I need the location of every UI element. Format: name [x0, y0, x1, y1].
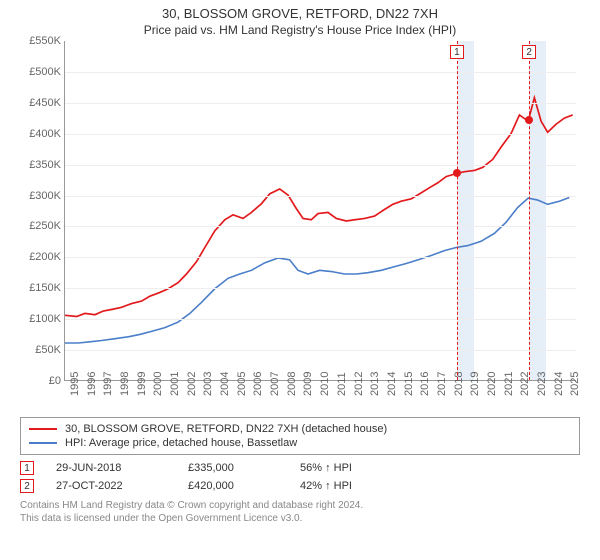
y-tick-label: £350K	[25, 159, 61, 171]
sale-price: £420,000	[188, 480, 278, 492]
sale-marker-line	[457, 41, 458, 380]
x-tick-label: 2023	[536, 372, 548, 396]
x-tick-label: 1999	[136, 372, 148, 396]
x-tick-label: 1997	[102, 372, 114, 396]
x-tick-label: 2019	[469, 372, 481, 396]
sale-marker-line	[529, 41, 530, 380]
sale-price: £335,000	[188, 462, 278, 474]
gridline-horizontal	[65, 165, 576, 166]
sale-marker-badge: 2	[522, 45, 536, 59]
sale-row-badge: 1	[20, 461, 34, 475]
x-tick-label: 2000	[152, 372, 164, 396]
gridline-horizontal	[65, 350, 576, 351]
y-tick-label: £100K	[25, 313, 61, 325]
y-tick-label: £50K	[25, 344, 61, 356]
x-tick-label: 2009	[302, 372, 314, 396]
sale-row-badge: 2	[20, 479, 34, 493]
sale-row: 1 29-JUN-2018 £335,000 56% ↑ HPI	[20, 459, 580, 477]
x-tick-label: 2015	[403, 372, 415, 396]
x-tick-label: 2024	[553, 372, 565, 396]
x-tick-label: 2004	[219, 372, 231, 396]
sale-date: 27-OCT-2022	[56, 480, 166, 492]
gridline-horizontal	[65, 196, 576, 197]
attribution-line2: This data is licensed under the Open Gov…	[20, 512, 580, 525]
y-tick-label: £500K	[25, 66, 61, 78]
x-tick-label: 2021	[503, 372, 515, 396]
x-tick-label: 2020	[486, 372, 498, 396]
legend-item: HPI: Average price, detached house, Bass…	[29, 436, 571, 450]
x-tick-label: 2016	[419, 372, 431, 396]
legend: 30, BLOSSOM GROVE, RETFORD, DN22 7XH (de…	[20, 417, 580, 455]
x-tick-label: 2005	[236, 372, 248, 396]
x-tick-label: 2011	[336, 372, 348, 396]
x-tick-label: 2012	[353, 372, 365, 396]
y-tick-label: £250K	[25, 220, 61, 232]
y-tick-label: £450K	[25, 97, 61, 109]
line-series-svg	[65, 41, 576, 380]
x-tick-label: 2017	[436, 372, 448, 396]
y-tick-label: £550K	[25, 35, 61, 47]
series-line	[65, 98, 573, 317]
gridline-horizontal	[65, 226, 576, 227]
gridline-horizontal	[65, 319, 576, 320]
chart-title: 30, BLOSSOM GROVE, RETFORD, DN22 7XH	[0, 0, 600, 21]
gridline-horizontal	[65, 103, 576, 104]
x-tick-label: 1998	[119, 372, 131, 396]
sale-date: 29-JUN-2018	[56, 462, 166, 474]
sale-marker-badge: 1	[450, 45, 464, 59]
sale-row: 2 27-OCT-2022 £420,000 42% ↑ HPI	[20, 477, 580, 495]
legend-swatch	[29, 428, 57, 430]
sale-pct-vs-hpi: 56% ↑ HPI	[300, 462, 390, 474]
gridline-horizontal	[65, 257, 576, 258]
x-tick-label: 2008	[286, 372, 298, 396]
x-tick-label: 2013	[369, 372, 381, 396]
gridline-horizontal	[65, 134, 576, 135]
x-tick-label: 2025	[569, 372, 581, 396]
x-tick-label: 2003	[202, 372, 214, 396]
legend-swatch	[29, 442, 57, 444]
x-tick-label: 2002	[186, 372, 198, 396]
sale-point	[525, 116, 533, 124]
legend-label: HPI: Average price, detached house, Bass…	[65, 437, 297, 449]
y-tick-label: £150K	[25, 282, 61, 294]
chart-subtitle: Price paid vs. HM Land Registry's House …	[0, 21, 600, 41]
chart-area: £0 £50K £100K £150K £200K £250K £300K £350K £400…	[28, 41, 588, 411]
x-tick-label: 2006	[252, 372, 264, 396]
sales-table: 1 29-JUN-2018 £335,000 56% ↑ HPI 2 27-OCT-202…	[20, 459, 580, 495]
sale-pct-vs-hpi: 42% ↑ HPI	[300, 480, 390, 492]
attribution-line1: Contains HM Land Registry data © Crown c…	[20, 499, 580, 512]
x-tick-label: 2014	[386, 372, 398, 396]
sale-point	[453, 169, 461, 177]
legend-item: 30, BLOSSOM GROVE, RETFORD, DN22 7XH (de…	[29, 422, 571, 436]
x-tick-label: 2018	[453, 372, 465, 396]
x-tick-label: 2010	[319, 372, 331, 396]
attribution: Contains HM Land Registry data © Crown c…	[20, 499, 580, 525]
x-tick-label: 2001	[169, 372, 181, 396]
plot-region: £0£50K£100K£150K£200K£250K£300K£350K£400…	[64, 41, 576, 381]
y-tick-label: £200K	[25, 251, 61, 263]
x-tick-label: 1995	[69, 372, 81, 396]
x-tick-label: 2007	[269, 372, 281, 396]
legend-label: 30, BLOSSOM GROVE, RETFORD, DN22 7XH (de…	[65, 423, 387, 435]
y-tick-label: £0	[25, 375, 61, 387]
gridline-horizontal	[65, 288, 576, 289]
y-tick-label: £300K	[25, 190, 61, 202]
gridline-horizontal	[65, 72, 576, 73]
y-tick-label: £400K	[25, 128, 61, 140]
series-line	[65, 198, 569, 343]
x-tick-label: 1996	[86, 372, 98, 396]
